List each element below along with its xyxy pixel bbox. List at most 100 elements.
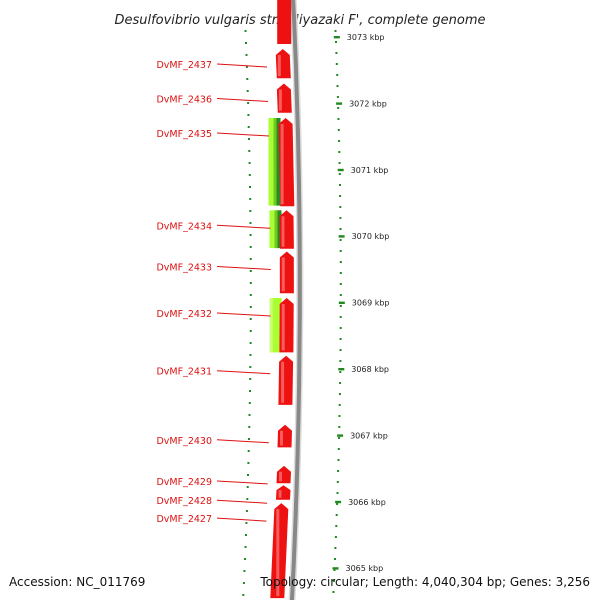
scale-dot (333, 580, 335, 582)
track-dot (245, 510, 248, 512)
gene-highlight (279, 471, 282, 482)
gene-leader-line (216, 370, 271, 375)
scale-dot (337, 448, 340, 450)
scale-dot (339, 250, 342, 252)
track-dot (244, 546, 247, 548)
track-dot (248, 426, 251, 428)
gene-arrow[interactable] (276, 485, 291, 500)
gene-label[interactable]: DvMF_2433 (156, 262, 212, 273)
scale-dot (339, 228, 342, 230)
scale-tick-label: 3068 kbp (351, 365, 389, 374)
gene-DvMF_2436[interactable] (276, 83, 292, 113)
gene-label[interactable]: DvMF_2434 (156, 221, 212, 232)
scale-dot (339, 217, 342, 219)
gene-label[interactable]: DvMF_2435 (156, 129, 212, 140)
gene-highlight (277, 55, 281, 77)
scale-dot (337, 107, 340, 109)
gene-label[interactable]: DvMF_2430 (156, 436, 212, 447)
track-dot (248, 138, 250, 140)
gene-highlight (281, 257, 285, 292)
scale-tick-label: 3069 kbp (352, 299, 390, 308)
scale-tick (332, 567, 339, 570)
gene-label[interactable]: DvMF_2437 (156, 60, 212, 71)
track-dot (242, 594, 245, 596)
scale-dot (337, 129, 340, 131)
map-title: Desulfovibrio vulgaris str. 'Miyazaki F'… (114, 13, 485, 28)
track-dot (249, 294, 252, 296)
track-dot (249, 330, 252, 332)
gene-label[interactable]: DvMF_2428 (156, 496, 212, 507)
track-dot (249, 258, 252, 260)
feature-stripe (277, 210, 282, 249)
gene-DvMF_2429[interactable] (276, 465, 292, 484)
scale-dot (335, 514, 338, 516)
gene-DvMF_2432[interactable] (279, 298, 294, 353)
gene-leader-line (216, 439, 269, 444)
gene-arrow[interactable] (277, 424, 293, 448)
scale-dot (334, 547, 337, 549)
gene-DvMF_2427[interactable] (270, 503, 289, 599)
track-dot (246, 486, 249, 488)
track-dot (244, 30, 247, 32)
gene-DvMF_2437[interactable] (275, 49, 291, 79)
gene-label[interactable]: DvMF_2429 (156, 477, 212, 488)
gene-label[interactable]: DvMF_2427 (156, 514, 212, 525)
scale-dot (339, 371, 342, 373)
track-dot (247, 114, 250, 116)
gene-highlight (281, 304, 285, 351)
scale-tick (338, 301, 345, 304)
feature-stripe (269, 298, 273, 353)
scale-dot (336, 74, 339, 76)
gene-DvMF_2434[interactable] (279, 210, 294, 249)
gene-arrow[interactable] (276, 465, 292, 484)
gene-DvMF_2430[interactable] (277, 424, 293, 448)
track-dot (249, 246, 252, 248)
scale-tick-label: 3071 kbp (351, 166, 389, 175)
genome-backbone (288, 0, 304, 600)
gene-arrow[interactable] (277, 0, 292, 44)
scale-dot (335, 63, 338, 65)
gene-highlight (281, 361, 285, 403)
gene-DvMF_2428[interactable] (276, 485, 291, 500)
track-dot (247, 102, 250, 104)
scale-dot (339, 305, 342, 307)
scale-tick (337, 168, 344, 172)
scale-dot (339, 272, 342, 274)
gene-highlight (280, 124, 284, 205)
scale-dot (339, 316, 342, 318)
track-dot (249, 318, 252, 320)
gene-leader-line (216, 63, 268, 68)
scale-tick-label: 3066 kbp (348, 498, 386, 507)
gene-label[interactable]: DvMF_2436 (156, 94, 212, 105)
scale-dot (339, 382, 342, 384)
gene-highlight (281, 216, 285, 247)
gene-label[interactable]: DvMF_2432 (156, 309, 212, 320)
scale-ticks: 3073 kbp 3072 kbp 3071 kbp 3070 kbp 3069 kbp… (332, 30, 390, 593)
feature-track (268, 118, 282, 353)
gene-arrow[interactable] (279, 298, 294, 353)
feature-stripe (274, 210, 278, 249)
track-dot (242, 582, 245, 584)
track-dot (248, 162, 251, 164)
accession-text: Accession: NC_011769 (9, 575, 145, 589)
scale-dot (336, 85, 339, 87)
scale-dot (339, 283, 342, 285)
genome-summary-text: Topology: circular; Length: 4,040,304 bp… (259, 575, 590, 589)
backbone-line (289, 0, 302, 600)
scale-dot (334, 30, 337, 32)
track-dot (247, 126, 250, 128)
gene-DvMF_2433[interactable] (279, 251, 294, 294)
track-dot (249, 234, 252, 236)
track-dot (243, 570, 246, 572)
track-dot (249, 390, 251, 392)
scale-dot (339, 327, 342, 329)
gene-arrow[interactable] (278, 355, 294, 405)
gene-DvMF_2431[interactable] (278, 355, 294, 405)
gene-DvMF_2435[interactable] (278, 118, 295, 207)
track-dot (249, 222, 252, 224)
gene-label[interactable]: DvMF_2431 (156, 367, 212, 378)
scale-dot (335, 525, 338, 527)
scale-dot (336, 96, 339, 98)
scale-tick (336, 102, 343, 105)
